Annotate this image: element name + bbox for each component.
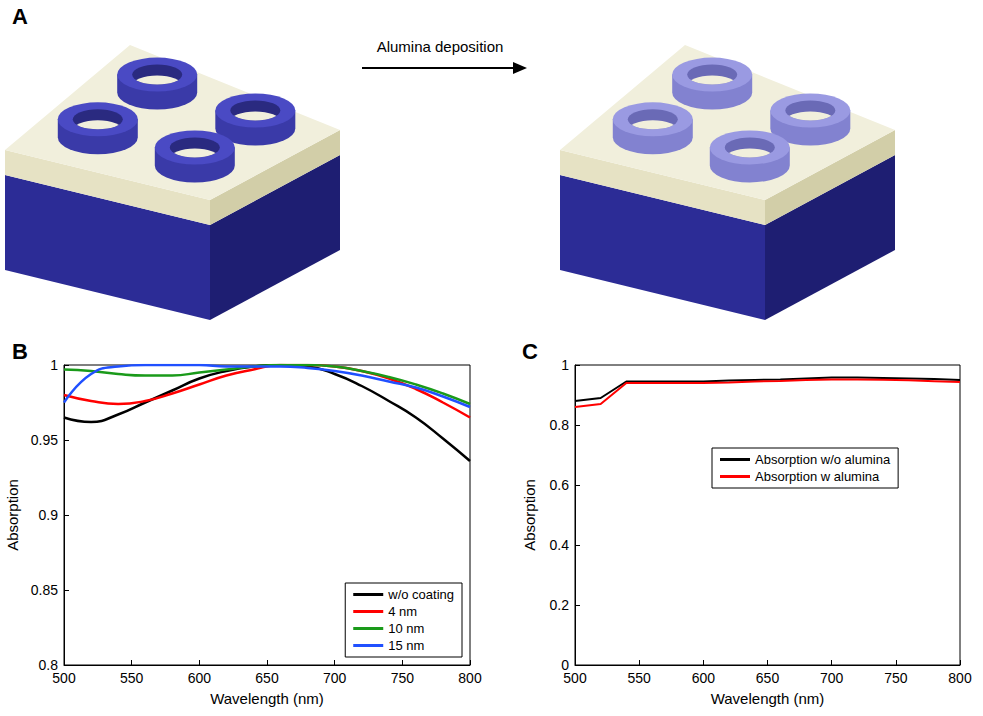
svg-text:500: 500 [563, 670, 587, 686]
svg-text:0.8: 0.8 [38, 657, 58, 673]
svg-text:550: 550 [627, 670, 651, 686]
svg-text:800: 800 [458, 670, 482, 686]
svg-text:750: 750 [391, 670, 415, 686]
svg-text:700: 700 [820, 670, 844, 686]
svg-text:0.4: 0.4 [550, 537, 570, 553]
svg-text:w/o coating: w/o coating [387, 587, 454, 602]
svg-text:0.9: 0.9 [39, 507, 59, 523]
svg-text:0: 0 [561, 657, 569, 673]
svg-text:Absorption: Absorption [521, 479, 538, 551]
svg-text:4 nm: 4 nm [388, 604, 417, 619]
svg-text:C: C [522, 339, 538, 364]
svg-text:Absorption: Absorption [4, 479, 21, 551]
svg-text:Absorption w/o alumina: Absorption w/o alumina [755, 452, 891, 467]
svg-text:0.8: 0.8 [550, 417, 570, 433]
svg-text:A: A [12, 4, 28, 29]
svg-text:0.95: 0.95 [31, 432, 58, 448]
svg-text:800: 800 [948, 670, 972, 686]
svg-text:1: 1 [561, 357, 569, 373]
svg-text:Absorption w alumina: Absorption w alumina [755, 469, 880, 484]
svg-text:650: 650 [255, 670, 279, 686]
svg-text:Alumina deposition: Alumina deposition [377, 38, 504, 55]
svg-text:Wavelength (nm): Wavelength (nm) [711, 690, 825, 707]
svg-text:0.2: 0.2 [550, 597, 570, 613]
svg-text:700: 700 [323, 670, 347, 686]
svg-text:500: 500 [52, 670, 76, 686]
svg-text:0.6: 0.6 [550, 477, 570, 493]
svg-text:600: 600 [188, 670, 212, 686]
svg-text:Wavelength (nm): Wavelength (nm) [210, 690, 324, 707]
svg-text:750: 750 [884, 670, 908, 686]
svg-text:1: 1 [50, 357, 58, 373]
svg-text:B: B [12, 339, 28, 364]
svg-text:15 nm: 15 nm [388, 638, 424, 653]
svg-text:10 nm: 10 nm [388, 621, 424, 636]
svg-text:650: 650 [756, 670, 780, 686]
svg-text:550: 550 [120, 670, 144, 686]
svg-text:600: 600 [692, 670, 716, 686]
svg-text:0.85: 0.85 [31, 582, 58, 598]
